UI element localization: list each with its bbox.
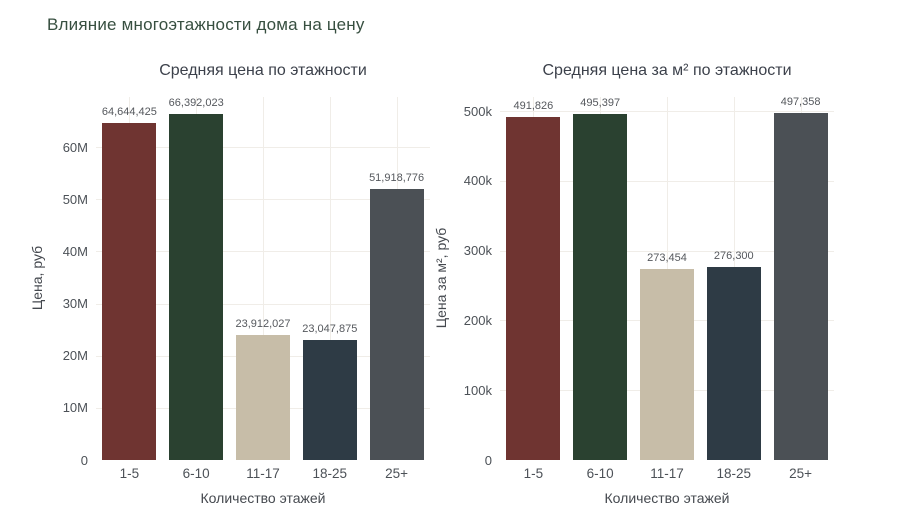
x-gridline [263, 97, 264, 460]
bar-1-5[interactable] [102, 122, 157, 460]
y-tick-label: 0 [484, 452, 492, 468]
x-tick-label: 11-17 [650, 466, 684, 481]
bar-18-25[interactable] [302, 339, 357, 460]
bar-value-label: 276,300 [713, 250, 754, 263]
bar-11-17[interactable] [236, 335, 290, 460]
bar-value-label: 497,358 [780, 95, 821, 108]
x-tick-label: 18-25 [716, 466, 752, 481]
page-title: Влияние многоэтажности дома на цену [47, 15, 365, 34]
bar-value-label: 495,397 [580, 97, 621, 110]
x-gridline [329, 97, 331, 460]
chart-title: Средняя цена по этажности [159, 62, 367, 79]
bar-11-17[interactable] [640, 269, 694, 460]
bar-value-label: 66,392,023 [168, 96, 224, 109]
x-axis-title: Количество этажей [604, 490, 730, 506]
y-tick-label: 40M [62, 243, 88, 259]
x-tick-label: 1-5 [119, 466, 140, 481]
bar-1-5[interactable] [506, 116, 561, 460]
bar-25+[interactable] [369, 189, 424, 460]
bar-6-10[interactable] [573, 114, 628, 460]
y-tick-label: 60M [62, 139, 88, 155]
x-axis-title: Количество этажей [200, 490, 326, 506]
y-tick-label: 10M [62, 400, 88, 416]
bar-value-label: 491,826 [513, 99, 554, 112]
x-tick-label: 25+ [789, 466, 813, 481]
y-tick-label: 400k [463, 173, 492, 189]
bar-value-label: 273,454 [647, 252, 687, 265]
bar-6-10[interactable] [169, 113, 224, 460]
y-tick-label: 300k [463, 243, 492, 259]
y-tick-label: 500k [463, 103, 492, 119]
x-tick-label: 25+ [385, 466, 409, 481]
y-tick-label: 200k [463, 312, 492, 328]
y-tick-label: 100k [463, 382, 492, 398]
x-tick-label: 6-10 [182, 466, 210, 481]
x-tick-label: 1-5 [523, 466, 544, 481]
x-tick-label: 18-25 [312, 466, 348, 481]
y-tick-label: 0 [80, 452, 88, 468]
x-tick-label: 11-17 [246, 466, 280, 481]
bar-value-label: 64,644,425 [101, 105, 157, 118]
bar-value-label: 23,912,027 [235, 318, 291, 331]
x-tick-label: 6-10 [586, 466, 614, 481]
bar-value-label: 51,918,776 [369, 172, 425, 185]
bar-25+[interactable] [773, 112, 828, 460]
y-axis-title: Цена за м², руб [433, 227, 449, 328]
y-tick-label: 50M [62, 191, 88, 207]
bar-value-label: 23,047,875 [302, 322, 358, 335]
bar-18-25[interactable] [706, 267, 761, 460]
chart-title: Средняя цена за м² по этажности [542, 62, 792, 79]
y-tick-label: 20M [62, 348, 88, 364]
y-tick-label: 30M [62, 296, 88, 311]
